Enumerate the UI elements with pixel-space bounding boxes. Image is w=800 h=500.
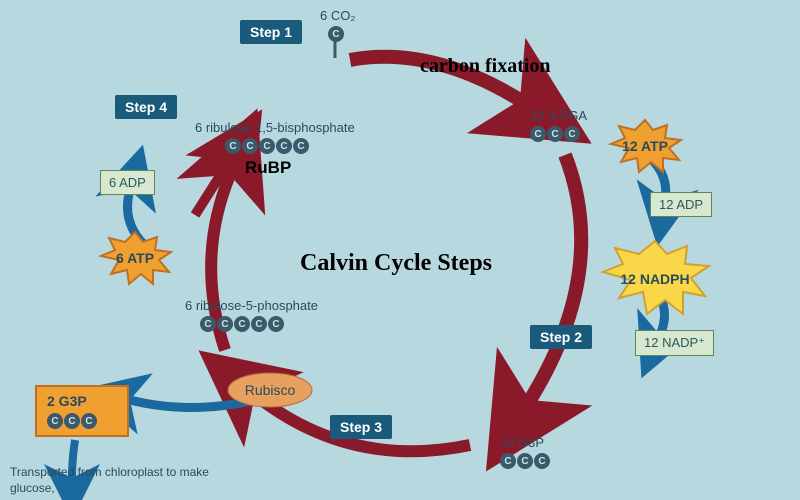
rubisco-text: Rubisco — [245, 382, 296, 398]
g3p2-chain: CCC — [47, 413, 117, 429]
transport-caption: Transported from chloroplast to make glu… — [10, 465, 210, 496]
step-1-box: Step 1 — [240, 20, 302, 44]
adp12-box: 12 ADP — [650, 192, 712, 217]
step-3-box: Step 3 — [330, 415, 392, 439]
g3p2-text: 2 G3P — [47, 393, 117, 409]
g3p2-box: 2 G3P CCC — [35, 385, 129, 437]
pga-chain: CCC — [530, 126, 580, 142]
step-2-box: Step 2 — [530, 325, 592, 349]
rubisco-shape: Rubisco — [225, 370, 315, 410]
atp6-text: 6 ATP — [116, 250, 154, 266]
nadph12-burst: 12 NADPH — [595, 238, 715, 318]
nadp12-box: 12 NADP⁺ — [635, 330, 714, 356]
atp6-burst: 6 ATP — [95, 230, 175, 286]
r5p-label: 6 ribulose-5-phosphate — [185, 298, 318, 313]
nadph12-text: 12 NADPH — [620, 271, 689, 287]
g3p12-label: 12 G3P — [500, 435, 544, 450]
r5p-chain: CCCCC — [200, 316, 284, 332]
rubp-chain: CCCCC — [225, 138, 309, 154]
atp12-burst: 12 ATP — [605, 118, 685, 174]
diagram-title: Calvin Cycle Steps — [300, 250, 492, 277]
adp6-box: 6 ADP — [100, 170, 155, 195]
calvin-cycle-diagram: 12 ATP 12 NADPH 6 ATP Rubisco Step 1 Ste… — [0, 0, 800, 500]
pga-label: 12 3-PGA — [530, 108, 587, 123]
g3p12-chain: CCC — [500, 453, 550, 469]
step-4-box: Step 4 — [115, 95, 177, 119]
rubp-full-label: 6 ribulose 1,5-bisphosphate — [195, 120, 355, 135]
co2-label: 6 CO₂ — [320, 8, 355, 23]
atp12-text: 12 ATP — [622, 138, 668, 154]
co2-chain: C — [328, 26, 344, 42]
phase-carbon-fixation: carbon fixation — [420, 55, 551, 78]
rubp-label: RuBP — [245, 158, 291, 178]
